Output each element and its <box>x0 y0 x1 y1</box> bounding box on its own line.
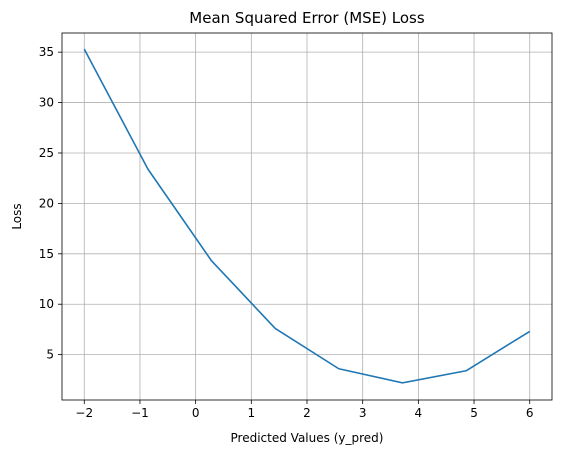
ticks: −2 −1 0 1 2 3 4 5 6 5 10 15 20 25 30 35 <box>39 45 534 420</box>
series-line <box>83 48 531 384</box>
x-tick-label: 6 <box>526 406 534 420</box>
y-tick-label: 5 <box>46 348 54 362</box>
y-tick-label: 25 <box>39 146 54 160</box>
y-tick-label: 35 <box>39 45 54 59</box>
x-tick-label: 0 <box>192 406 200 420</box>
x-tick-label: 1 <box>247 406 255 420</box>
x-tick-label: −2 <box>75 406 93 420</box>
x-tick-label: 5 <box>470 406 478 420</box>
x-tick-label: 3 <box>359 406 367 420</box>
x-tick-label: 4 <box>415 406 423 420</box>
y-tick-label: 30 <box>39 96 54 110</box>
grid <box>62 33 552 400</box>
x-tick-label: 2 <box>303 406 311 420</box>
x-tick-label: −1 <box>131 406 149 420</box>
y-tick-label: 15 <box>39 247 54 261</box>
series-layer <box>83 48 531 384</box>
y-tick-label: 20 <box>39 196 54 210</box>
x-axis-label: Predicted Values (y_pred) <box>231 431 384 445</box>
y-tick-label: 10 <box>39 297 54 311</box>
y-axis-label: Loss <box>10 203 24 229</box>
chart-title: Mean Squared Error (MSE) Loss <box>189 9 425 27</box>
